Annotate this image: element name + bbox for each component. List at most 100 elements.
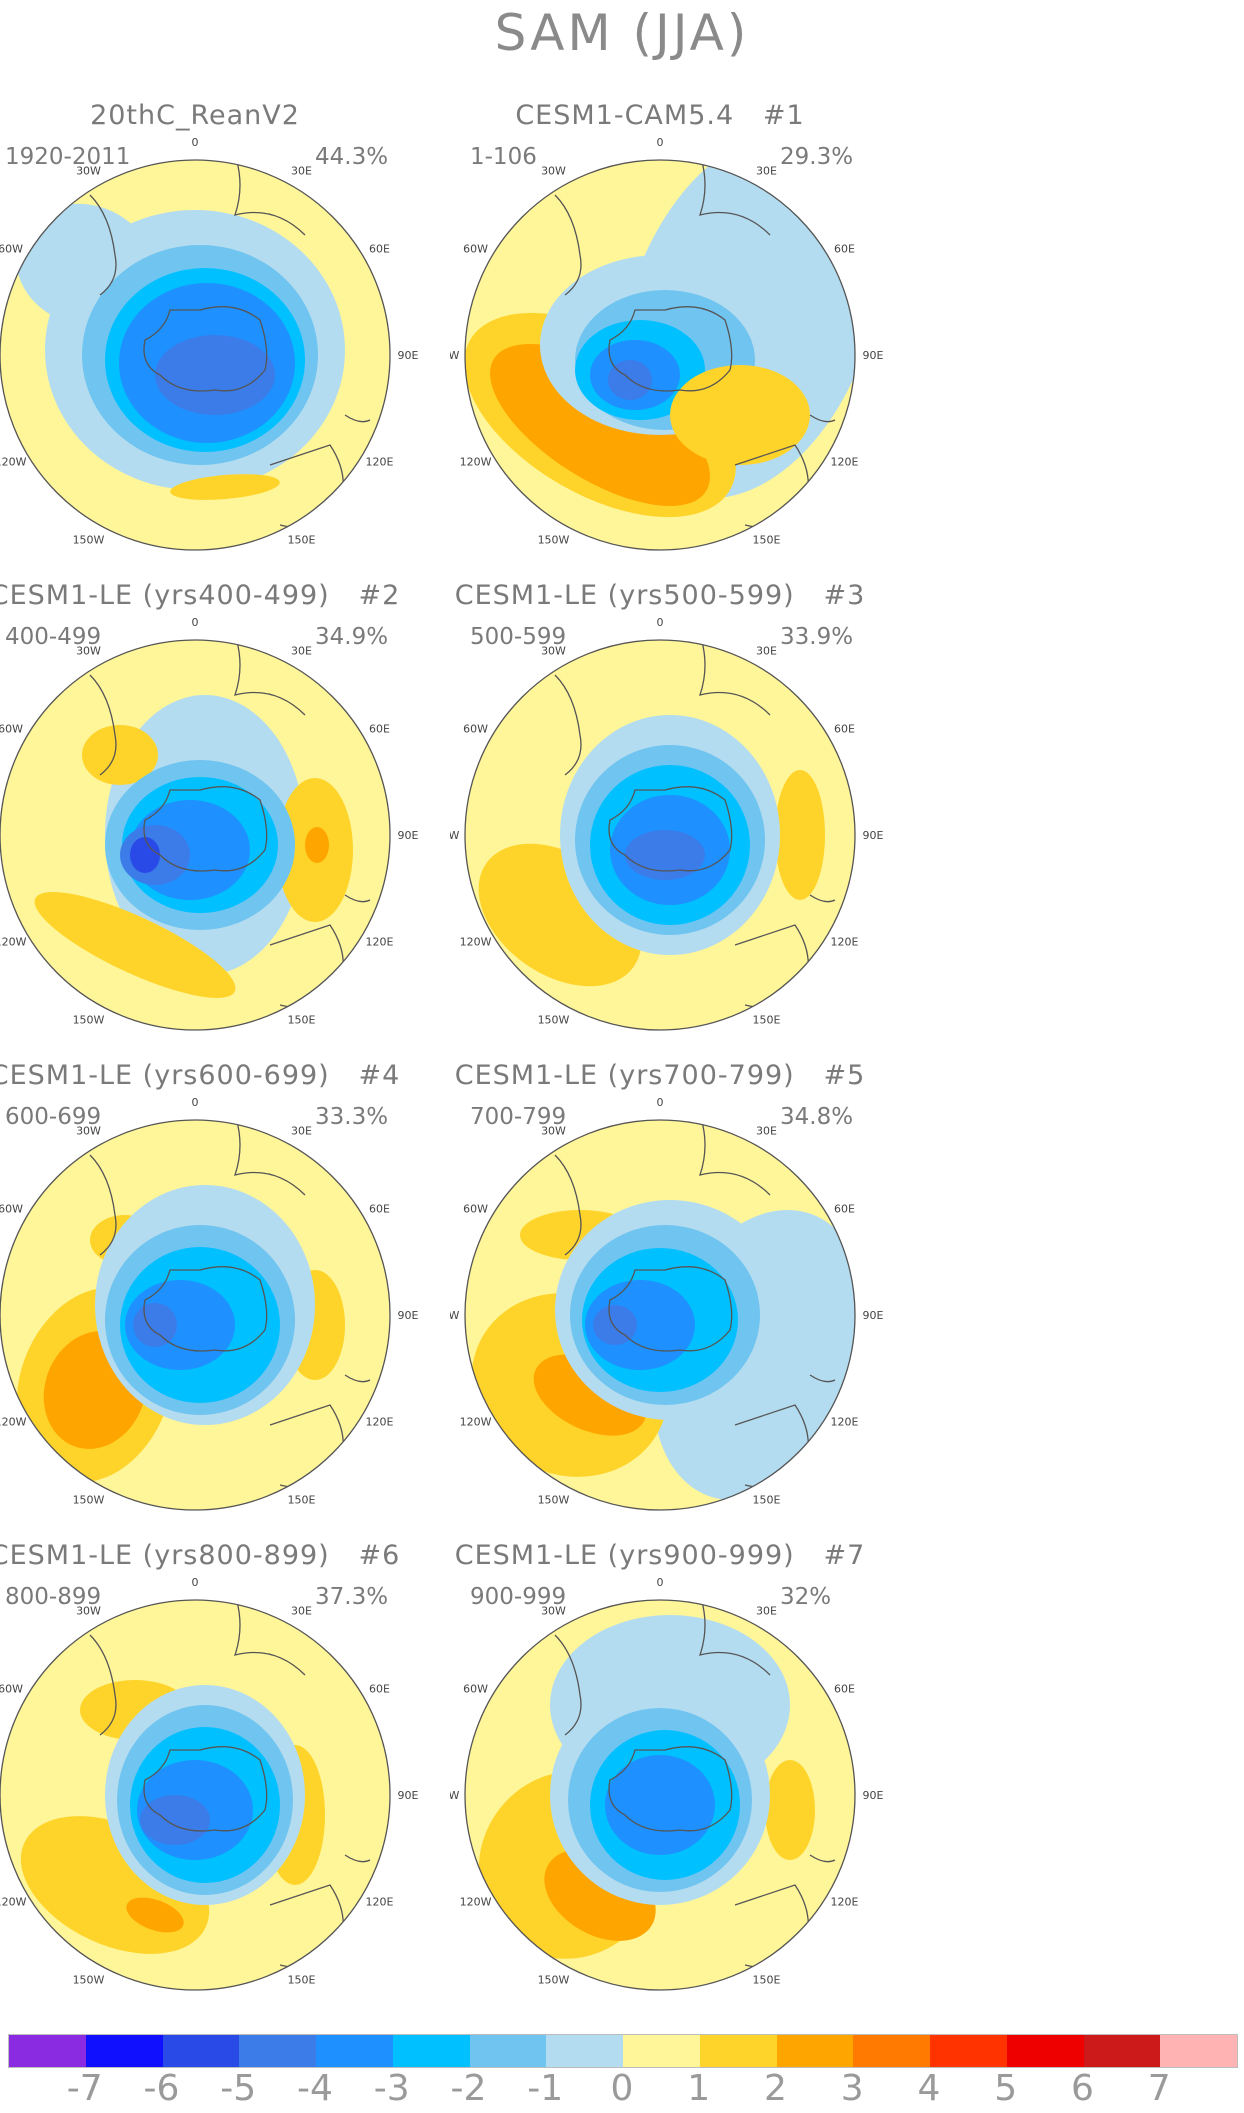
lon-label: 0 [657,1096,664,1109]
lon-label: 30W [541,165,566,178]
lon-label: 30W [76,645,101,658]
colorbar-tick-label: 5 [994,2068,1018,2109]
lon-label: 120E [830,456,858,469]
contour-region [126,1897,184,1933]
contour-region [155,335,275,415]
lon-label: 60E [369,723,390,736]
variance-percent: 44.3% [315,144,389,170]
lon-label: 60W [0,723,23,736]
lon-label: 120E [830,936,858,949]
lon-label: 90E [398,1309,419,1322]
period-label: 1920-2011 [5,144,131,170]
colorbar-swatch [392,2035,470,2067]
colorbar-tick-label: 2 [764,2068,787,2109]
period-label: 400-499 [5,624,102,650]
lon-label: 90E [398,1789,419,1802]
polar-map: 030E60E90E120E150E180150W120W90W60W30W [0,1576,419,1991]
colorbar-swatch [1083,2035,1161,2067]
lon-label: 90W [450,829,460,842]
lon-label: 150E [753,1493,781,1506]
colorbar-tick-label: -3 [373,2068,410,2109]
lon-label: 30W [76,1605,101,1618]
lon-label: 150W [538,533,570,546]
colorbar-swatch [546,2035,623,2067]
lon-label: 30W [76,1125,101,1138]
polar-map: 030E60E90E120E150E180150W120W90W60W30W [450,1576,884,1991]
panel-title: CESM1-CAM5.4 #1 [515,100,805,131]
lon-label: 120E [365,1416,393,1429]
lon-label: 30E [756,165,777,178]
lon-label: 30E [291,645,312,658]
colorbar [8,2034,1238,2068]
contour-region [625,830,705,880]
colorbar-swatch [316,2035,393,2067]
lon-label: 30E [291,1125,312,1138]
coastline [554,160,836,529]
lon-label: 90E [863,1789,884,1802]
lon-label: 150W [538,1973,570,1986]
lon-label: 30E [291,1605,312,1618]
contour-region [593,1305,637,1345]
lon-label: 120W [460,1896,492,1909]
lon-label: 0 [192,616,199,629]
lon-label: 30E [756,1605,777,1618]
colorbar-swatch [162,2035,240,2067]
map-panel: CESM1-LE (yrs700-799) #5 0 30E 60E 90E 120E 15… [450,1060,1010,1520]
colorbar-tick-label: 1 [687,2068,711,2109]
colorbar-tick-label: 4 [917,2068,941,2109]
variance-percent: 34.8% [780,1104,854,1130]
colorbar-tick-label: 0 [610,2068,634,2109]
panel-title: CESM1-LE (yrs700-799) #5 [454,1060,866,1091]
contour-region [305,827,329,863]
colorbar-tick-label: 3 [840,2068,864,2109]
lon-label: 150W [538,1013,570,1026]
coastline [554,1600,836,1969]
lon-label: 120W [0,936,27,949]
coastline [89,1600,371,1969]
colorbar-swatch [9,2035,86,2067]
lon-label: 120W [460,456,492,469]
lon-label: 60E [834,1683,855,1696]
panel-title: CESM1-LE (yrs500-599) #3 [454,580,866,611]
lon-label: 60E [369,243,390,256]
lon-label: 60W [0,1203,23,1216]
period-label: 1-106 [470,144,537,170]
colorbar-swatch [469,2035,547,2067]
lon-label: 90E [398,349,419,362]
coastline [89,160,371,529]
lon-label: 90E [863,349,884,362]
period-label: 900-999 [470,1584,567,1610]
period-label: 500-599 [470,624,567,650]
colorbar-tick-label: 7 [1147,2068,1171,2109]
lon-label: 120W [0,1416,27,1429]
colorbar-swatch [239,2035,316,2067]
panel-title: CESM1-LE (yrs400-499) #2 [0,580,401,611]
map-border [0,1599,391,1991]
map-border [464,1599,856,1991]
map-panel: CESM1-CAM5.4 #1030E60E90E120E150E180150W… [450,100,1010,560]
lon-label: 30W [541,1125,566,1138]
polar-map: 030E60E90E120E150E180150W120W90W60W30W [0,136,419,551]
map-panel: CESM1-LE (yrs500-599) #3 0 30E 60E 90E 120E 15… [450,580,1010,1040]
lon-label: 60W [463,1203,488,1216]
colorbar-swatch [853,2035,930,2067]
contour-region [125,1280,235,1370]
lon-label: 150W [73,1973,105,1986]
polar-map: 030E60E90E120E150E180150W120W90W60W30W [450,1096,884,1511]
period-label: 800-899 [5,1584,102,1610]
lon-label: 60W [0,1683,23,1696]
map-border [0,639,391,1031]
contour-region [585,1280,695,1370]
lon-label: 150W [73,1013,105,1026]
lon-label: 150W [538,1493,570,1506]
contour-region [130,837,160,873]
contour-region [170,474,280,500]
lon-label: 150W [73,533,105,546]
lon-label: 30W [541,1605,566,1618]
lon-label: 120W [460,1416,492,1429]
lon-label: 60E [834,723,855,736]
variance-percent: 37.3% [315,1584,389,1610]
lon-label: 120E [365,456,393,469]
lon-label: 150E [753,533,781,546]
lon-label: 90W [450,1309,460,1322]
